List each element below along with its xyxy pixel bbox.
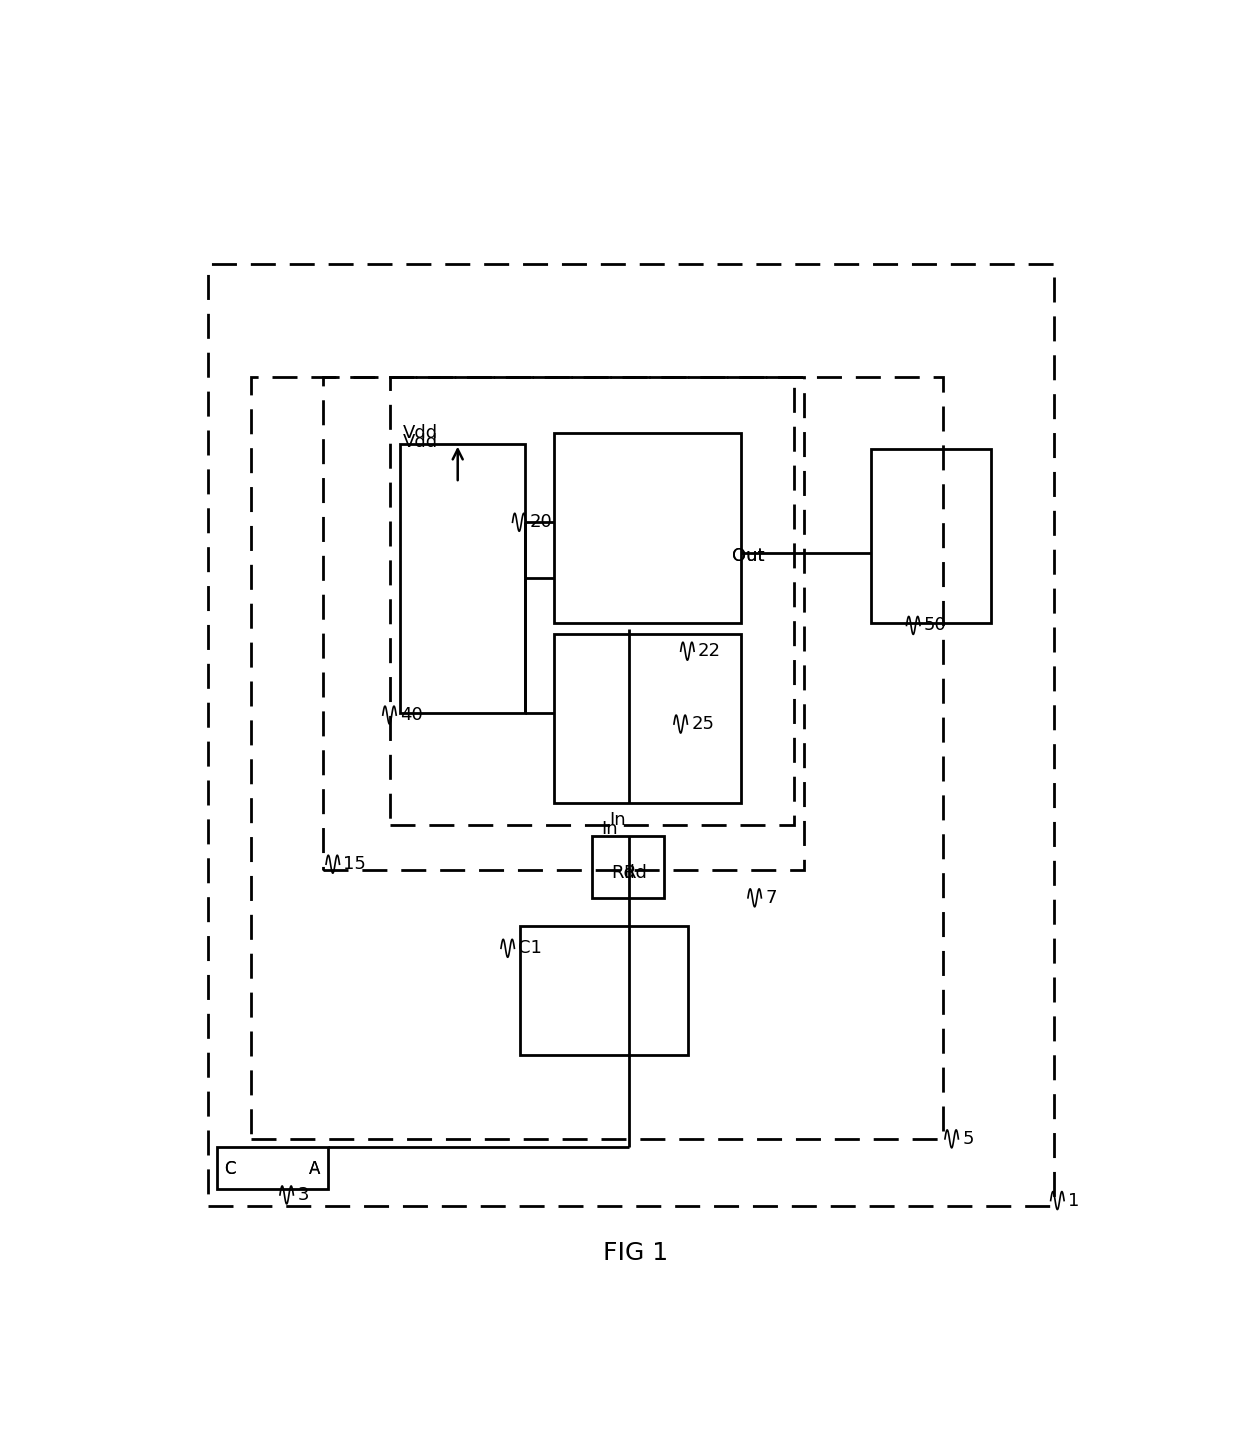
- Bar: [554, 432, 742, 623]
- Text: 22: 22: [698, 642, 720, 660]
- Bar: [401, 444, 525, 713]
- Bar: [870, 450, 991, 623]
- Text: A: A: [309, 1160, 320, 1178]
- Text: C: C: [224, 1160, 236, 1178]
- Text: Vdd: Vdd: [403, 424, 438, 441]
- Text: Rd: Rd: [624, 863, 647, 882]
- Text: In: In: [610, 811, 626, 830]
- Text: 40: 40: [401, 706, 423, 724]
- Bar: [521, 926, 688, 1054]
- Text: 20: 20: [529, 514, 553, 531]
- Bar: [250, 377, 942, 1139]
- Text: 1: 1: [1068, 1191, 1079, 1210]
- Bar: [217, 1147, 327, 1190]
- Text: C1: C1: [518, 939, 542, 957]
- Bar: [208, 265, 1054, 1206]
- Bar: [593, 836, 665, 898]
- Text: Out: Out: [732, 547, 764, 565]
- Text: 5: 5: [962, 1130, 973, 1147]
- Text: Vdd: Vdd: [403, 432, 438, 450]
- Text: FIG 1: FIG 1: [603, 1241, 668, 1265]
- Text: 3: 3: [298, 1187, 309, 1204]
- Bar: [391, 377, 794, 826]
- Text: C: C: [224, 1160, 236, 1178]
- Text: 25: 25: [691, 715, 714, 732]
- Text: 15: 15: [343, 855, 366, 874]
- Text: Rd: Rd: [611, 863, 635, 882]
- Bar: [324, 377, 804, 869]
- Text: In: In: [601, 821, 618, 839]
- Text: 50: 50: [924, 616, 946, 635]
- Text: A: A: [309, 1160, 320, 1178]
- Text: 7: 7: [765, 888, 776, 907]
- Text: Out: Out: [732, 547, 764, 565]
- Bar: [554, 635, 742, 802]
